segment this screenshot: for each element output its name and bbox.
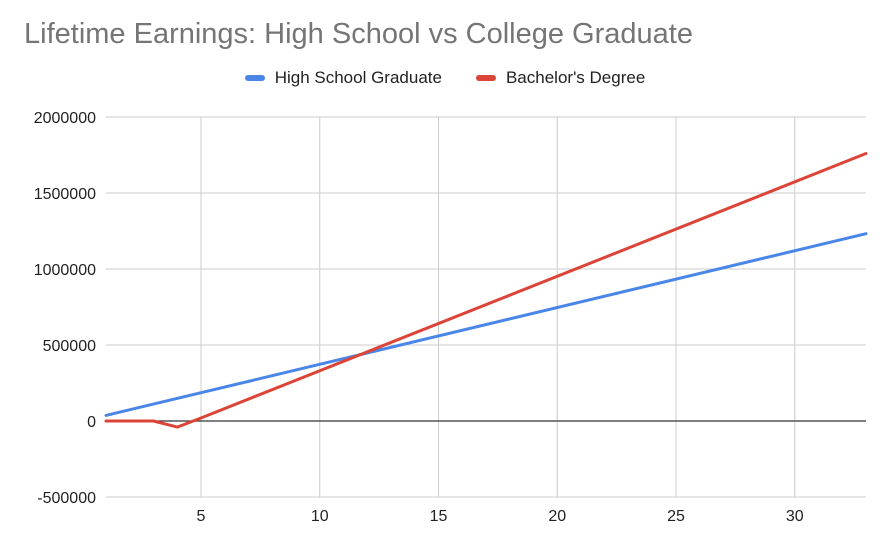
y-tick-label: -500000 [37, 490, 96, 507]
legend: High School Graduate Bachelor's Degree [0, 68, 890, 88]
y-tick-label: 0 [87, 414, 96, 431]
legend-label-bachelors: Bachelor's Degree [505, 68, 646, 87]
x-tick-label: 25 [667, 508, 685, 525]
x-tick-label: 15 [430, 508, 448, 525]
chart-title: Lifetime Earnings: High School vs Colleg… [24, 18, 693, 50]
y-tick-label: 1500000 [34, 186, 96, 203]
legend-swatch-high-school [244, 75, 265, 81]
x-tick-label: 10 [311, 508, 329, 525]
legend-swatch-bachelors [475, 75, 496, 81]
legend-item-high-school[interactable]: High School Graduate [244, 68, 442, 88]
series-line-high-school [104, 232, 868, 417]
x-tick-label: 5 [197, 508, 206, 525]
y-tick-label: 2000000 [34, 110, 96, 127]
legend-label-high-school: High School Graduate [274, 68, 442, 87]
y-tick-label: 500000 [43, 338, 96, 355]
series-line-bachelors [104, 152, 868, 429]
legend-item-bachelors[interactable]: Bachelor's Degree [475, 68, 646, 88]
x-tick-label: 30 [786, 508, 804, 525]
y-tick-label: 1000000 [34, 262, 96, 279]
x-tick-label: 20 [548, 508, 566, 525]
